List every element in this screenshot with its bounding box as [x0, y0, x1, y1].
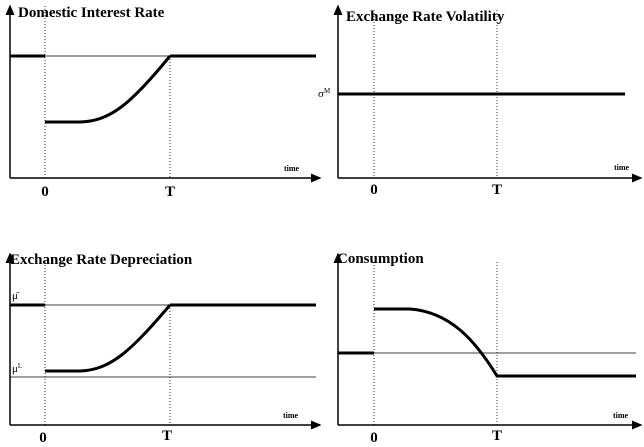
title: Exchange Rate Volatility: [346, 9, 505, 25]
axis-label: time: [283, 411, 299, 420]
axis-label: time: [284, 164, 300, 173]
panel-consumption: Consumption time 0 T: [333, 251, 643, 446]
tick: 0: [370, 430, 378, 446]
title: Domestic Interest Rate: [18, 5, 165, 21]
tick: 0: [39, 430, 47, 446]
tick: T: [165, 184, 175, 200]
title: Exchange Rate Depreciation: [10, 252, 193, 268]
axis-label: time: [613, 411, 629, 420]
axis-label: time: [614, 163, 630, 172]
curve: [374, 307, 636, 378]
curve: [45, 304, 172, 373]
level-label: μL: [12, 362, 22, 375]
level-label: σM: [318, 87, 331, 100]
panel-depreciation: μ̄ μL Exchange Rate Depreciation time 0 …: [5, 252, 322, 446]
panel-volatility: σM Exchange Rate Volatility time 0 T: [318, 4, 643, 198]
tick: T: [492, 182, 502, 198]
tick: T: [162, 428, 172, 444]
curve: [45, 55, 172, 124]
panel-interest: Domestic Interest Rate time 0 T: [5, 4, 322, 200]
tick: T: [492, 428, 502, 444]
title: Consumption: [337, 251, 424, 267]
level-label: μ̄: [12, 290, 20, 302]
tick: 0: [370, 182, 378, 198]
tick: 0: [41, 184, 49, 200]
